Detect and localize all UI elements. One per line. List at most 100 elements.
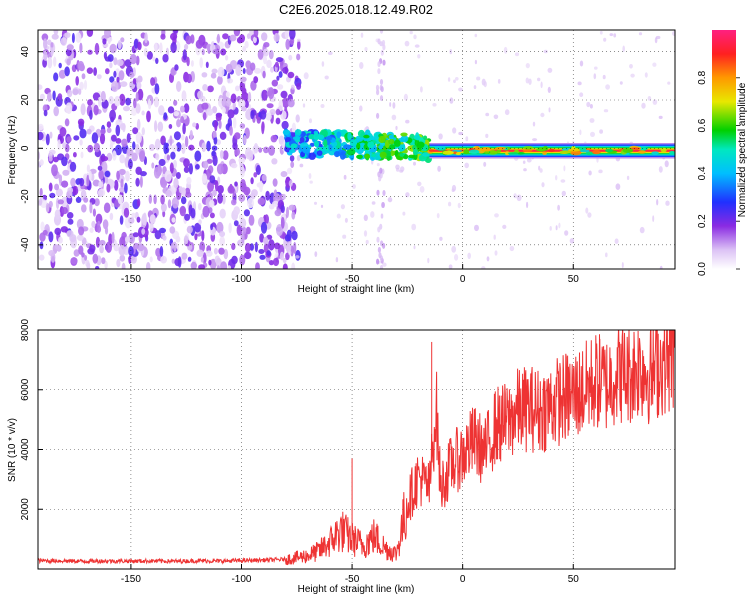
band-blob — [568, 148, 581, 152]
noise-blob — [589, 104, 593, 109]
noise-blob — [336, 213, 341, 219]
noise-blob — [42, 104, 48, 112]
noise-blob — [98, 181, 104, 188]
streak-blob — [380, 240, 384, 247]
noise-blob — [235, 85, 240, 92]
noise-blob — [75, 196, 82, 203]
band-blob — [517, 152, 525, 155]
noise-blob — [48, 231, 54, 243]
signal-blob — [357, 129, 365, 138]
streak-blob — [379, 167, 383, 174]
noise-blob — [160, 33, 166, 40]
noise-blob — [118, 168, 126, 176]
noise-blob — [163, 112, 168, 120]
noise-blob — [135, 91, 139, 102]
noise-blob — [94, 198, 100, 207]
noise-blob — [589, 118, 595, 123]
noise-blob — [539, 168, 543, 173]
noise-blob — [141, 228, 146, 235]
noise-blob — [128, 255, 132, 264]
noise-blob — [141, 110, 145, 116]
noise-blob — [261, 121, 265, 132]
noise-blob — [644, 72, 648, 78]
noise-blob — [417, 181, 422, 187]
noise-blob — [81, 204, 87, 213]
noise-blob — [664, 160, 669, 168]
noise-blob — [66, 44, 74, 51]
noise-blob — [154, 138, 161, 151]
noise-blob — [275, 117, 281, 125]
noise-blob — [114, 95, 121, 107]
noise-blob — [335, 257, 339, 263]
noise-blob — [195, 164, 200, 170]
y-tick-label: 0 — [20, 145, 31, 151]
noise-blob — [247, 91, 252, 103]
noise-blob — [309, 118, 312, 124]
noise-blob — [135, 103, 141, 114]
noise-blob — [135, 166, 142, 175]
noise-blob — [291, 122, 296, 134]
noise-blob — [483, 161, 487, 167]
noise-blob — [40, 221, 45, 232]
noise-blob — [268, 260, 274, 266]
noise-blob — [215, 114, 222, 122]
noise-blob — [474, 33, 478, 38]
noise-blob — [182, 123, 186, 135]
noise-blob — [419, 186, 425, 193]
noise-blob — [309, 180, 313, 184]
noise-blob — [603, 109, 609, 113]
noise-blob — [61, 180, 69, 188]
noise-blob — [605, 84, 610, 90]
noise-blob — [60, 226, 69, 233]
noise-blob — [177, 256, 182, 268]
noise-blob — [485, 133, 489, 138]
noise-blob — [279, 251, 285, 261]
signal-blob — [400, 135, 409, 143]
noise-blob — [61, 156, 68, 167]
noise-blob — [95, 236, 101, 248]
noise-blob — [216, 221, 224, 234]
noise-blob — [585, 207, 589, 214]
noise-blob — [123, 106, 131, 112]
noise-blob — [130, 254, 137, 264]
signal-blob — [364, 153, 371, 159]
noise-blob — [364, 47, 368, 52]
snr-y-ticks: 2000 4000 6000 8000 — [20, 318, 43, 520]
noise-blob — [184, 213, 191, 221]
signal-blob — [379, 151, 387, 159]
noise-blob — [228, 222, 232, 234]
noise-blob — [282, 257, 287, 264]
noise-blob — [295, 255, 300, 259]
noise-blob — [184, 135, 189, 148]
noise-blob — [118, 187, 126, 193]
noise-blob — [91, 220, 96, 228]
noise-blob — [103, 202, 111, 214]
noise-blob — [101, 156, 109, 162]
noise-blob — [73, 249, 80, 257]
noise-blob — [97, 96, 102, 107]
spectrogram-y-label: Frequency (Hz) — [7, 116, 18, 185]
signal-blob — [290, 143, 298, 149]
noise-blob — [62, 169, 70, 176]
noise-blob — [86, 164, 90, 173]
noise-blob — [291, 262, 296, 269]
spectrogram-x-label: Height of straight line (km) — [298, 284, 415, 295]
noise-blob — [164, 170, 172, 183]
spectrogram-panel: -150 -100 -50 0 50 -40 -20 0 20 40 Height of str… — [7, 29, 676, 295]
signal-blob — [378, 145, 384, 150]
noise-blob — [70, 257, 78, 265]
noise-blob — [392, 102, 396, 109]
signal-blob — [396, 155, 403, 160]
noise-blob — [109, 43, 117, 54]
noise-blob — [233, 220, 239, 227]
noise-blob — [605, 252, 608, 258]
band-blob — [495, 146, 506, 151]
noise-blob — [87, 49, 93, 55]
noise-blob — [212, 49, 219, 55]
band-blob — [669, 150, 675, 155]
noise-blob — [281, 120, 289, 130]
noise-blob — [45, 133, 50, 146]
snr-x-ticks: -150 -100 -50 0 50 — [121, 564, 579, 585]
noise-blob — [590, 131, 595, 137]
noise-blob — [254, 67, 262, 74]
